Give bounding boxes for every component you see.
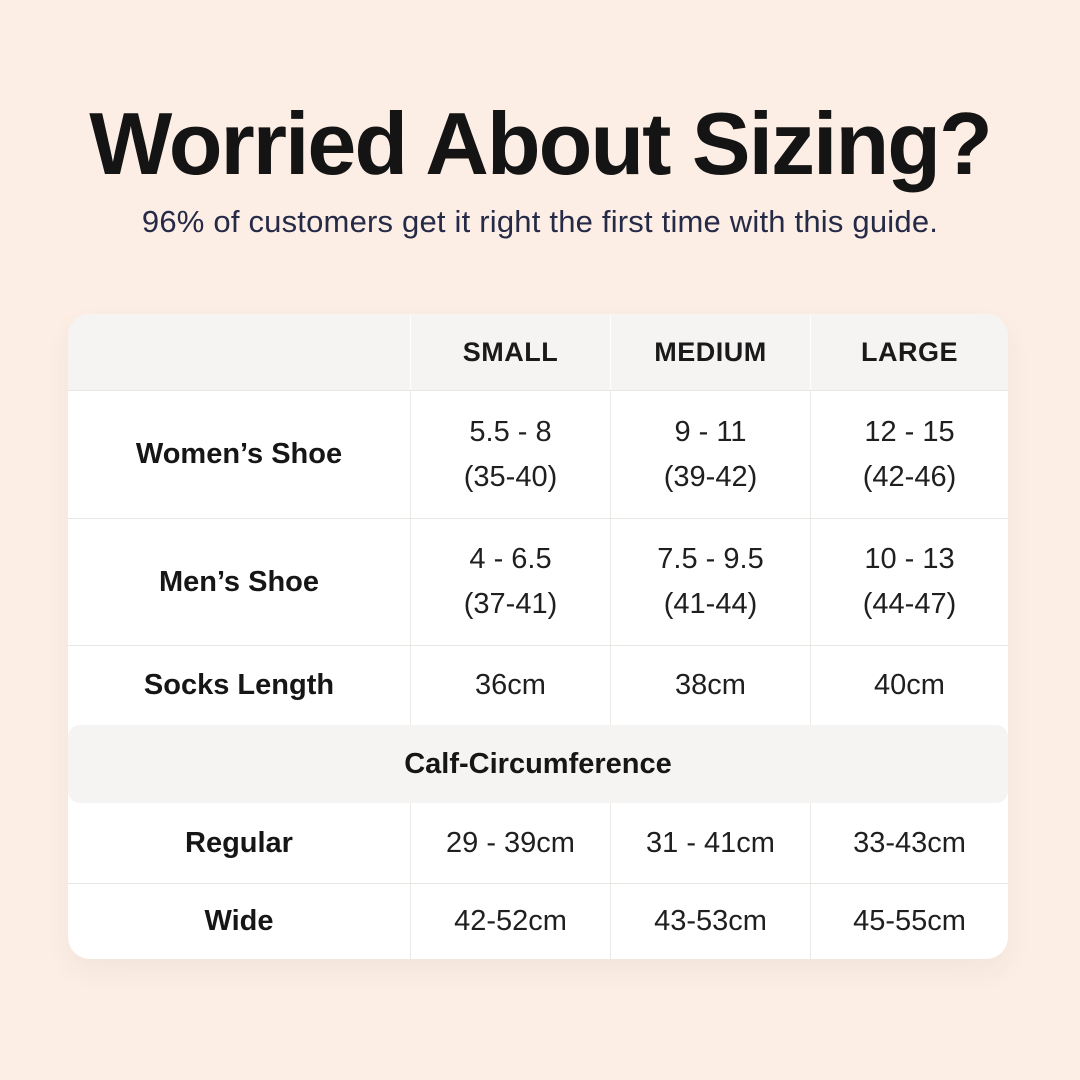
cell-wide-medium: 43-53cm xyxy=(610,884,810,959)
cell-value: 45-55cm xyxy=(853,905,966,937)
cell-mens-small: 4 - 6.5 (37-41) xyxy=(410,519,610,645)
cell-value: 12 - 15 xyxy=(864,415,955,448)
cell-value: 38cm xyxy=(675,669,746,701)
cell-regular-large: 33-43cm xyxy=(810,803,1008,883)
section-header-calf-circumference: Calf-Circumference xyxy=(68,725,1008,803)
cell-socks-small: 36cm xyxy=(410,646,610,725)
row-label: Socks Length xyxy=(143,669,335,701)
row-label: Women’s Shoe xyxy=(135,438,343,470)
cell-value-secondary: (41-44) xyxy=(663,588,758,620)
cell-value-secondary: (44-47) xyxy=(862,588,957,620)
cell-wide-large: 45-55cm xyxy=(810,884,1008,959)
row-label: Wide xyxy=(204,905,274,937)
cell-regular-small: 29 - 39cm xyxy=(410,803,610,883)
corner-cell xyxy=(68,314,410,390)
cell-value: 33-43cm xyxy=(853,826,966,859)
cell-value: 42-52cm xyxy=(454,905,567,937)
cell-value: 40cm xyxy=(874,669,945,701)
cell-socks-medium: 38cm xyxy=(610,646,810,725)
cell-wide-small: 42-52cm xyxy=(410,884,610,959)
cell-value: 5.5 - 8 xyxy=(469,415,552,448)
size-chart-table: SMALL MEDIUM LARGE Women’s Shoe 5.5 - 8 … xyxy=(68,314,1008,959)
cell-value-secondary: (35-40) xyxy=(463,460,558,493)
cell-regular-medium: 31 - 41cm xyxy=(610,803,810,883)
cell-value-secondary: (39-42) xyxy=(663,460,758,493)
cell-value: 4 - 6.5 xyxy=(469,543,552,575)
column-header-small: SMALL xyxy=(410,314,610,390)
column-header-large: LARGE xyxy=(810,314,1008,390)
page-title: Worried About Sizing? xyxy=(89,94,992,193)
cell-value-secondary: (42-46) xyxy=(862,460,957,493)
cell-value: 9 - 11 xyxy=(674,415,747,448)
table-row-socks-length: Socks Length 36cm 38cm 40cm xyxy=(68,645,1008,725)
cell-value: 36cm xyxy=(475,669,546,701)
row-label: Men’s Shoe xyxy=(158,565,320,598)
cell-value-secondary: (37-41) xyxy=(463,588,558,620)
page-subtitle: 96% of customers get it right the first … xyxy=(141,204,939,240)
cell-value: 10 - 13 xyxy=(864,543,955,575)
cell-socks-large: 40cm xyxy=(810,646,1008,725)
cell-womens-small: 5.5 - 8 (35-40) xyxy=(410,391,610,518)
table-row-wide: Wide 42-52cm 43-53cm 45-55cm xyxy=(68,883,1008,959)
cell-womens-large: 12 - 15 (42-46) xyxy=(810,391,1008,518)
row-label: Regular xyxy=(185,826,293,859)
table-header-row: SMALL MEDIUM LARGE xyxy=(68,314,1008,390)
cell-mens-medium: 7.5 - 9.5 (41-44) xyxy=(610,519,810,645)
cell-mens-large: 10 - 13 (44-47) xyxy=(810,519,1008,645)
section-header-label: Calf-Circumference xyxy=(404,747,672,780)
table-row-mens-shoe: Men’s Shoe 4 - 6.5 (37-41) 7.5 - 9.5 (41… xyxy=(68,518,1008,645)
table-row-womens-shoe: Women’s Shoe 5.5 - 8 (35-40) 9 - 11 (39-… xyxy=(68,390,1008,518)
cell-value: 29 - 39cm xyxy=(446,826,575,859)
cell-womens-medium: 9 - 11 (39-42) xyxy=(610,391,810,518)
table-row-regular: Regular 29 - 39cm 31 - 41cm 33-43cm xyxy=(68,803,1008,883)
cell-value: 7.5 - 9.5 xyxy=(657,543,764,575)
cell-value: 31 - 41cm xyxy=(646,826,775,859)
cell-value: 43-53cm xyxy=(654,905,767,937)
column-header-medium: MEDIUM xyxy=(610,314,810,390)
